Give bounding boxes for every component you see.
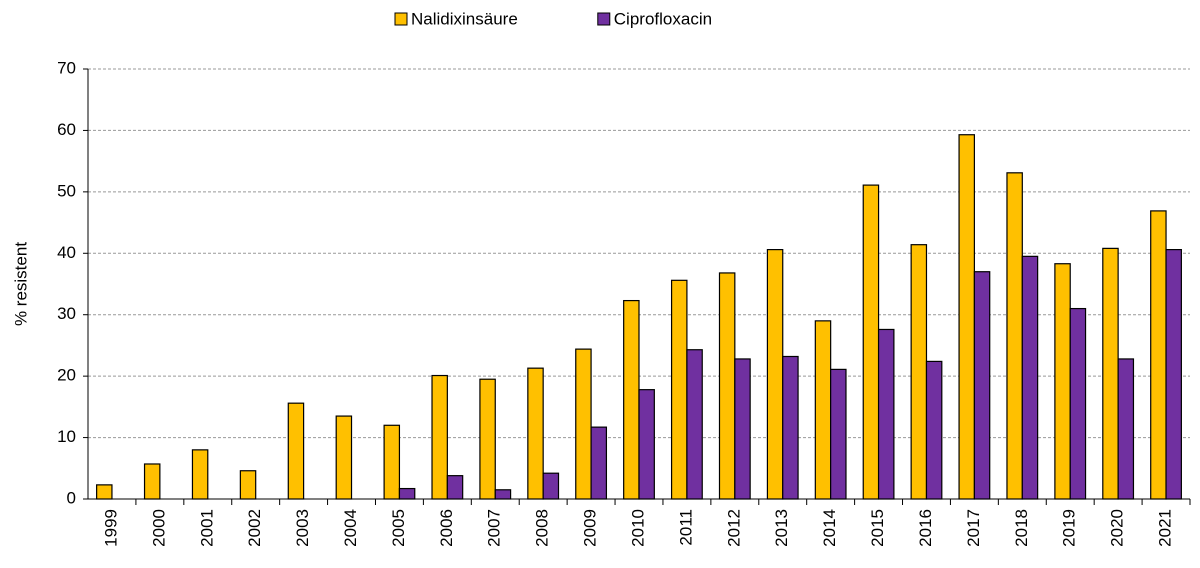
bar bbox=[766, 249, 784, 500]
y-tick-label: 50 bbox=[57, 181, 76, 200]
bar bbox=[862, 184, 880, 500]
bar bbox=[1054, 263, 1071, 500]
legend-swatch bbox=[597, 12, 611, 26]
x-tick-label: 2012 bbox=[724, 509, 743, 547]
bar bbox=[814, 320, 832, 500]
y-tick-label: 30 bbox=[57, 304, 76, 323]
bar bbox=[398, 487, 416, 500]
bar bbox=[335, 415, 353, 500]
bar bbox=[1069, 307, 1087, 500]
bar bbox=[239, 470, 257, 500]
y-tick-label: 70 bbox=[57, 58, 76, 77]
y-tick-label: 60 bbox=[57, 120, 76, 139]
x-tick-label: 2020 bbox=[1108, 509, 1127, 547]
bar bbox=[925, 360, 943, 500]
x-tick-label: 2015 bbox=[868, 509, 887, 547]
bar bbox=[623, 299, 640, 500]
x-tick-label: 2001 bbox=[197, 509, 216, 547]
bar bbox=[494, 489, 512, 500]
x-tick-label: 2013 bbox=[772, 509, 791, 547]
bar bbox=[910, 244, 928, 500]
legend-swatch bbox=[394, 12, 408, 26]
x-tick-label: 2019 bbox=[1060, 509, 1079, 547]
x-tick-label: 2006 bbox=[437, 509, 456, 547]
bar bbox=[575, 348, 592, 500]
x-tick-label: 2014 bbox=[820, 509, 839, 547]
bar bbox=[734, 358, 751, 500]
bar bbox=[1165, 249, 1182, 500]
bar bbox=[830, 368, 847, 500]
bar bbox=[877, 328, 895, 500]
x-tick-label: 2003 bbox=[293, 509, 312, 547]
bar bbox=[670, 279, 688, 500]
bar bbox=[973, 271, 991, 500]
bar bbox=[479, 378, 496, 500]
bar bbox=[143, 463, 161, 500]
x-tick-label: 2017 bbox=[964, 509, 983, 547]
y-tick-label: 40 bbox=[57, 243, 76, 262]
bar bbox=[1021, 255, 1039, 500]
x-tick-label: 2010 bbox=[628, 509, 647, 547]
bar bbox=[1102, 247, 1119, 500]
legend-label: Nalidixinsäure bbox=[411, 9, 518, 28]
bar bbox=[782, 355, 799, 500]
x-tick-label: 2000 bbox=[149, 509, 168, 547]
x-tick-label: 2002 bbox=[245, 509, 264, 547]
y-tick-label: 20 bbox=[57, 366, 76, 385]
bar bbox=[542, 472, 560, 500]
bar bbox=[383, 424, 401, 500]
bar bbox=[958, 134, 975, 500]
bar bbox=[590, 426, 608, 500]
x-tick-label: 2021 bbox=[1156, 509, 1175, 547]
bar bbox=[686, 349, 703, 500]
y-tick-label: 10 bbox=[57, 427, 76, 446]
x-tick-label: 1999 bbox=[101, 509, 120, 547]
x-tick-label: 2018 bbox=[1012, 509, 1031, 547]
bar bbox=[527, 367, 544, 500]
x-tick-label: 2016 bbox=[916, 509, 935, 547]
y-tick-label: 0 bbox=[67, 488, 76, 507]
bar bbox=[1006, 172, 1023, 500]
x-tick-label: 2008 bbox=[533, 509, 552, 547]
x-tick-label: 2011 bbox=[676, 509, 695, 546]
bar bbox=[1117, 358, 1135, 500]
x-tick-label: 2007 bbox=[485, 509, 504, 547]
x-tick-label: 2004 bbox=[341, 509, 360, 547]
bar bbox=[191, 449, 209, 500]
bar bbox=[638, 389, 655, 500]
bar bbox=[1150, 210, 1167, 500]
bar bbox=[446, 475, 464, 500]
x-tick-label: 2005 bbox=[389, 509, 408, 547]
bar bbox=[718, 272, 736, 500]
bar bbox=[287, 402, 305, 500]
y-axis-label: % resistent bbox=[11, 242, 30, 326]
bar bbox=[431, 374, 448, 500]
bar bbox=[96, 484, 113, 500]
legend-label: Ciprofloxacin bbox=[614, 9, 712, 28]
x-tick-label: 2009 bbox=[581, 509, 600, 547]
